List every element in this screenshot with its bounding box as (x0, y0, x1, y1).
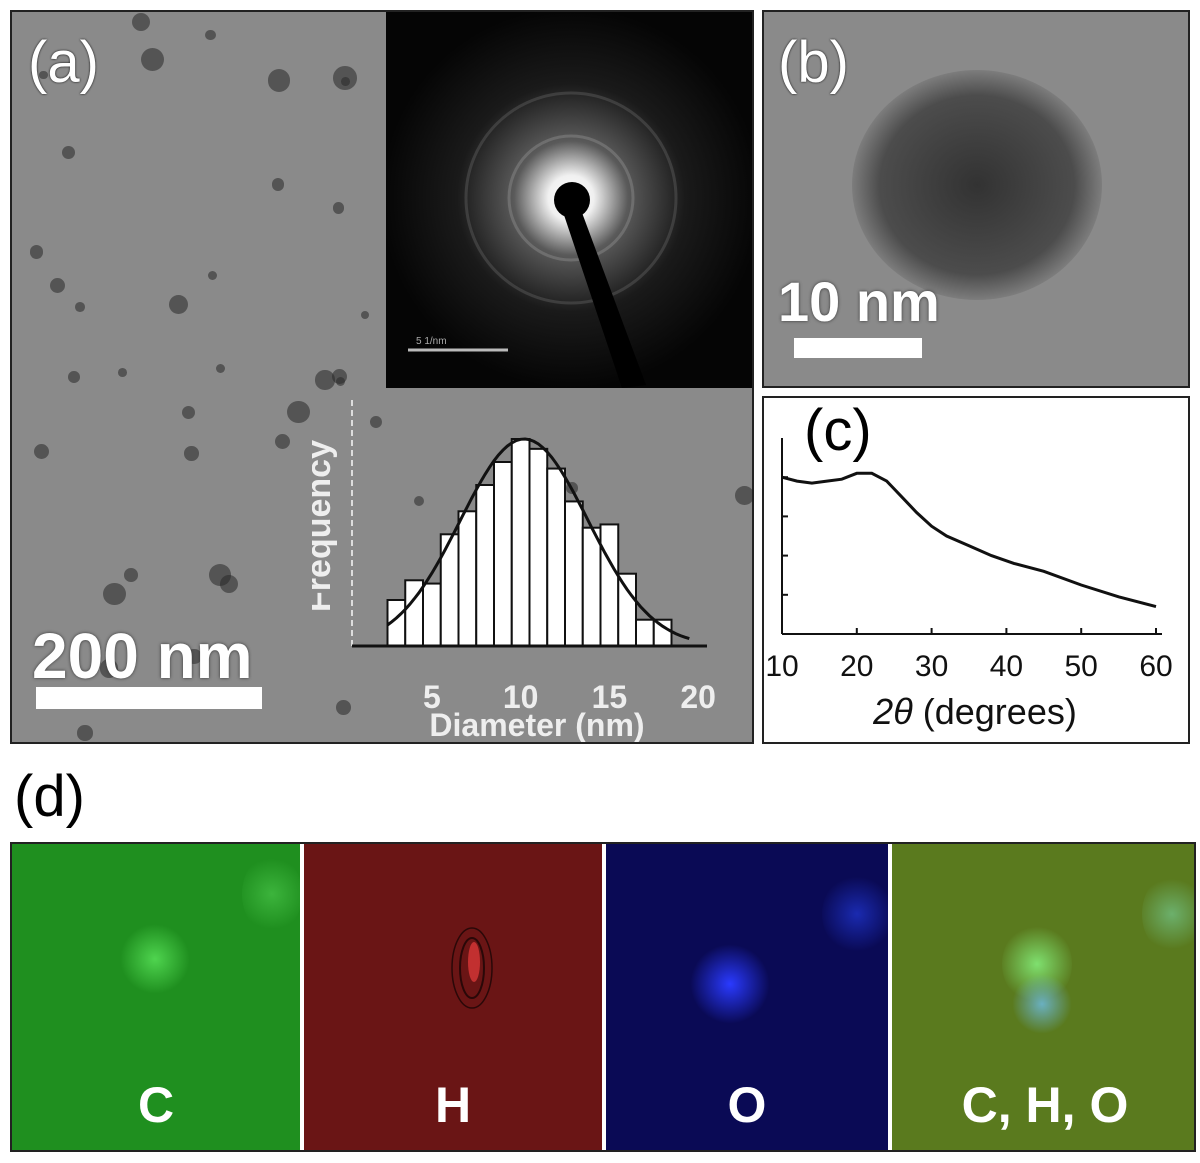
histogram-bar (546, 467, 566, 647)
nanoparticle-dot (360, 310, 370, 319)
nanoparticle-dot (370, 415, 382, 428)
nanoparticle-dot (39, 70, 48, 80)
panel-b-label: (b) (778, 30, 849, 95)
nanoparticle-dot (118, 367, 128, 377)
histogram-bar (457, 510, 478, 647)
nanoparticle-dot (67, 370, 80, 383)
saed-pattern: 5 1/nm (381, 12, 752, 388)
map-carbon-label: C (137, 1077, 175, 1133)
inset-scale-label: 5 1/nm (416, 336, 447, 347)
panel-b-scale-bar (794, 338, 922, 358)
histogram-y-label: Frequency (312, 440, 338, 612)
nanoparticle-dot (205, 29, 216, 41)
xrd-x-tick-label: 30 (915, 650, 948, 683)
histogram-x-tick-label: 10 (503, 679, 539, 715)
nanoparticle-dot (61, 146, 75, 160)
nanoparticle-closeup (852, 70, 1102, 300)
nanoparticle-dot (132, 12, 151, 31)
svg-text:2θ (degrees): 2θ (degrees) (872, 691, 1077, 732)
nanoparticle-dot (140, 48, 164, 72)
histogram-bar (617, 572, 637, 647)
nanoparticle-dot (77, 725, 93, 741)
histogram-bar (422, 582, 442, 647)
histogram-x-tick-label: 15 (592, 679, 628, 715)
xrd-x-tick-label: 40 (990, 650, 1023, 683)
histogram-bar (635, 618, 655, 647)
xrd-x-label-unit: (degrees) (923, 691, 1077, 732)
histogram-bar (493, 461, 513, 647)
nanoparticle-dot (181, 405, 196, 420)
map-combined: C, H, O (892, 844, 1194, 1150)
histogram-bar (599, 523, 620, 647)
nanoparticle-dot (735, 486, 752, 506)
map-oxygen-label: O (727, 1077, 767, 1133)
nanoparticle-dot (331, 368, 347, 384)
xrd-x-tick-label: 20 (840, 650, 873, 683)
nanoparticle-dot (336, 700, 351, 715)
panel-d-label: (d) (14, 764, 85, 829)
panel-b-tem-image: (b) 10 nm (762, 10, 1190, 388)
panel-c-xrd-plot: 10 20 30 40 50 60 2θ (degrees) (c) (762, 396, 1190, 744)
xrd-x-tick-label: 50 (1065, 650, 1098, 683)
histogram-bar (510, 438, 531, 647)
nanoparticle-dot (99, 659, 119, 678)
size-histogram: 5 10 15 20 Frequency Diameter (nm) (312, 400, 716, 743)
nanoparticle-dot (332, 202, 345, 214)
nanoparticle-dot (271, 177, 285, 191)
histogram-bar (652, 618, 673, 647)
nanoparticle-dot (333, 66, 357, 90)
xrd-x-tick-label: 60 (1139, 650, 1172, 683)
histogram-x-tick-label: 5 (423, 679, 441, 715)
panel-a-label: (a) (28, 30, 99, 95)
histogram-bar (581, 526, 602, 647)
saed-inset: 5 1/nm (381, 12, 752, 388)
histogram-fit-curve (386, 437, 690, 641)
panel-a-scale-bar (36, 687, 262, 709)
nanoparticle-dot (207, 270, 217, 280)
nanoparticle-dot (49, 277, 66, 294)
nanoparticle-dot (209, 563, 232, 586)
map-hydrogen-label: H (434, 1077, 472, 1133)
map-oxygen: O (606, 844, 888, 1150)
nanoparticle-dot (103, 583, 126, 606)
histogram-x-tick-label: 20 (680, 679, 716, 715)
xrd-x-label-symbol: 2θ (872, 691, 913, 732)
panel-a-scale-label: 200 nm (32, 620, 253, 692)
nanoparticle-dot (29, 245, 44, 259)
nanoparticle-dot (287, 400, 310, 424)
nanoparticle-dot (33, 444, 49, 460)
nanoparticle-dot (274, 433, 290, 449)
panel-b-scale-label: 10 nm (778, 270, 940, 333)
nanoparticle-dot (75, 302, 85, 313)
panel-d-elemental-maps: C H O C, H, O (10, 842, 1196, 1152)
nanoparticle-dot (169, 295, 189, 315)
nanoparticle-dot (216, 363, 226, 373)
nanoparticle-field (12, 12, 752, 742)
xrd-x-tick-label: 10 (765, 650, 798, 683)
nanoparticle-dot (413, 495, 425, 507)
histogram-bar (475, 484, 495, 647)
histogram-bar (564, 500, 584, 647)
map-carbon: C (12, 844, 300, 1150)
nanoparticle-dot (315, 370, 335, 390)
panel-c-label: (c) (804, 398, 872, 463)
histogram-bar (528, 447, 549, 647)
nanoparticle-dot (124, 568, 138, 583)
nanoparticle-dot (184, 446, 199, 461)
histogram-x-label: Diameter (nm) (429, 707, 644, 743)
xrd-curve (781, 471, 1157, 609)
xrd-chart: 10 20 30 40 50 60 2θ (degrees) (765, 438, 1173, 732)
map-hydrogen: H (304, 844, 602, 1150)
map-combined-label: C, H, O (961, 1077, 1129, 1133)
panel-a-tem-image: 5 1/nm 5 10 15 20 Frequency Diameter (nm) (… (10, 10, 754, 744)
nanoparticle-dot (186, 648, 202, 665)
nanoparticle-dot (267, 69, 291, 93)
